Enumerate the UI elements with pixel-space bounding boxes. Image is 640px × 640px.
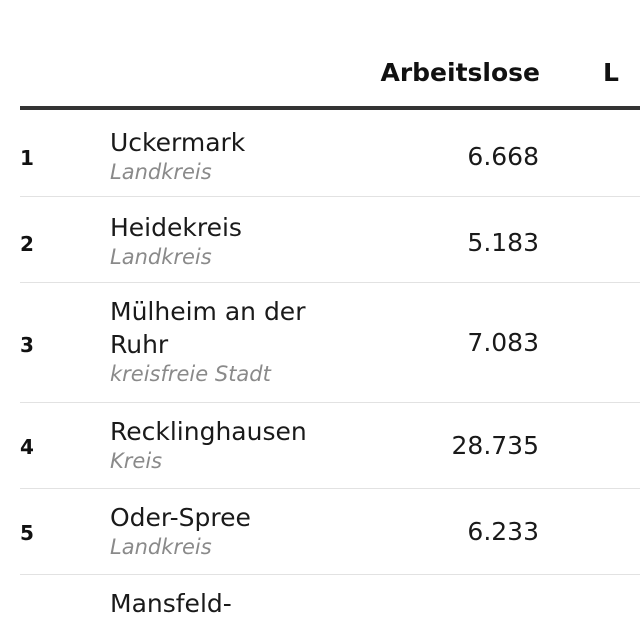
column-header-arbeitslose[interactable]: Arbeitslose: [380, 58, 540, 87]
row-region: Heidekreis Landkreis: [110, 211, 340, 270]
row-region: Mülheim an der Ruhr kreisfreie Stadt: [110, 295, 330, 387]
region-name: Recklinghausen: [110, 417, 307, 446]
table-row: 5 Oder-Spree Landkreis 6.233: [20, 489, 640, 575]
table-row: 3 Mülheim an der Ruhr kreisfreie Stadt 7…: [20, 283, 640, 403]
row-region: Oder-Spree Landkreis: [110, 501, 340, 560]
row-region: Recklinghausen Kreis: [110, 415, 340, 474]
row-rank: 3: [20, 333, 34, 357]
region-name: Oder-Spree: [110, 503, 251, 532]
arbeitslose-value: 28.735: [451, 431, 539, 460]
region-type: Landkreis: [110, 535, 212, 559]
region-type: Landkreis: [110, 160, 212, 184]
arbeitslose-value: 5.183: [467, 228, 539, 257]
table-row: 1 Uckermark Landkreis 6.668: [20, 110, 640, 197]
region-name: Heidekreis: [110, 213, 242, 242]
row-region: Mansfeld-: [110, 587, 340, 620]
region-name: Mülheim an der Ruhr: [110, 297, 306, 359]
ranking-table: Arbeitslose L 1 Uckermark Landkreis 6.66…: [20, 0, 640, 640]
table-row: Mansfeld-: [20, 575, 640, 640]
row-rank: 5: [20, 521, 34, 545]
table-row: 4 Recklinghausen Kreis 28.735: [20, 403, 640, 489]
row-region: Uckermark Landkreis: [110, 126, 340, 185]
column-header-truncated[interactable]: L: [603, 58, 619, 87]
region-name: Mansfeld-: [110, 589, 232, 618]
region-type: Kreis: [110, 449, 163, 473]
row-rank: 1: [20, 146, 34, 170]
arbeitslose-value: 6.233: [467, 517, 539, 546]
arbeitslose-value: 7.083: [467, 328, 539, 357]
region-name: Uckermark: [110, 128, 246, 157]
table-row: 2 Heidekreis Landkreis 5.183: [20, 197, 640, 283]
row-rank: 2: [20, 232, 34, 256]
arbeitslose-value: 6.668: [467, 142, 539, 171]
table-header: Arbeitslose L: [20, 0, 640, 110]
region-type: kreisfreie Stadt: [110, 362, 271, 386]
region-type: Landkreis: [110, 245, 212, 269]
row-rank: 4: [20, 435, 34, 459]
